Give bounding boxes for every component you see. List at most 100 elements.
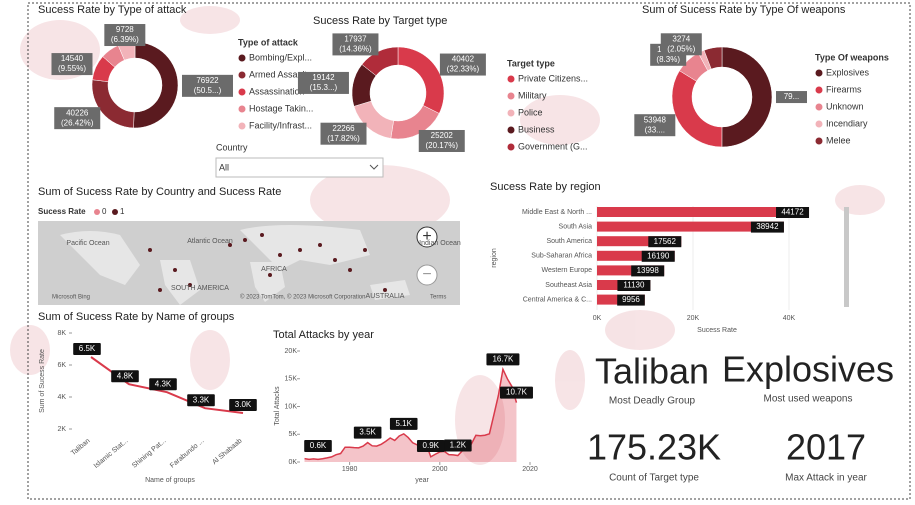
slicer-chevron[interactable] — [369, 164, 379, 170]
legend-label: 1 — [120, 207, 125, 216]
zoom-out-icon[interactable]: − — [422, 266, 431, 283]
data-label: 5.1K — [395, 419, 412, 428]
y-tick-label: 6K — [57, 362, 66, 369]
y-tick-label: Central America & C... — [523, 296, 592, 303]
legend-label: Firearms — [826, 84, 862, 94]
data-label-percent: (17.82%) — [327, 134, 360, 143]
legend-title: Type Of weapons — [815, 52, 889, 62]
zoom-in[interactable] — [416, 226, 438, 248]
data-label-bg — [416, 440, 445, 452]
legend-title: Target type — [507, 58, 555, 68]
data-label: 3.0K — [235, 400, 252, 409]
x-tick-label: 40K — [783, 315, 796, 322]
x-tick-label: Al Shabaab — [211, 438, 243, 467]
chart-title: Total Attacks by year — [273, 329, 374, 341]
y-tick-label: 8K — [57, 330, 66, 337]
data-label: 17562 — [654, 237, 677, 246]
map-area: + − — [38, 221, 460, 305]
data-label-bg — [187, 394, 215, 407]
legend-label: Private Citizens... — [518, 73, 588, 83]
chart-title: Sucess Rate by region — [490, 181, 601, 193]
card-label: Max Attack in year — [785, 473, 867, 484]
x-tick-label: 2000 — [432, 466, 448, 473]
slicer-value[interactable]: All — [219, 162, 229, 172]
y-tick-label: South Asia — [559, 223, 593, 230]
data-label-percent: (9.55%) — [58, 64, 86, 73]
data-label-bg — [439, 53, 486, 76]
data-label-percent: (8.3%) — [656, 55, 680, 64]
map-label: AFRICA — [261, 266, 287, 273]
data-label: 22266 — [332, 124, 355, 133]
legend-marker — [507, 75, 515, 83]
data-label-bg — [389, 417, 418, 430]
legend-label: 0 — [102, 207, 107, 216]
data-label: 38942 — [756, 222, 779, 231]
data-label-percent: (26.42%) — [61, 118, 94, 127]
y-tick-label: 10K — [285, 403, 298, 410]
data-label-bg — [750, 221, 784, 233]
data-label: 13998 — [637, 266, 660, 275]
data-label: 6.5K — [79, 344, 96, 353]
data-label: 16.7K — [492, 354, 514, 363]
data-label-bg — [486, 353, 520, 366]
legend-marker — [238, 122, 246, 130]
x-tick-label: Taliban — [70, 438, 92, 458]
legend-marker — [238, 88, 246, 96]
x-tick-label: Shining Pat... — [131, 438, 167, 470]
donut-slice — [397, 46, 445, 114]
data-label-percent: (50.5...) — [194, 86, 222, 95]
legend-marker — [507, 92, 515, 100]
data-label: 79... — [784, 92, 800, 101]
data-label-bg — [332, 33, 379, 56]
data-label-percent: (2.05%) — [667, 44, 695, 53]
y-tick-label: 0K — [288, 459, 297, 466]
slicer-dropdown[interactable] — [215, 157, 384, 178]
map-label: Indian Ocean — [419, 240, 461, 247]
legend-label: Unknown — [826, 101, 864, 111]
donut-slice — [721, 46, 773, 148]
data-label: 4.3K — [155, 379, 172, 388]
data-label: 3.3K — [193, 395, 210, 404]
bar — [597, 250, 675, 261]
data-label-bg — [320, 122, 367, 145]
donut-slice — [671, 70, 723, 148]
y-axis-title: Total Attacks — [274, 386, 281, 426]
zoom-in-icon[interactable]: + — [422, 228, 431, 245]
data-label-percent: (32.33%) — [447, 65, 480, 74]
data-label-bg — [418, 129, 465, 152]
legend-marker — [815, 120, 823, 128]
zoom-out[interactable] — [416, 264, 438, 286]
data-label-bg — [776, 91, 807, 104]
card-value: Explosives — [722, 349, 894, 390]
data-label: 1.2K — [450, 441, 467, 450]
y-tick-label: 2K — [57, 426, 66, 433]
map-terms: Terms — [430, 295, 446, 301]
data-label: 17937 — [344, 35, 367, 44]
dashboard-border — [27, 2, 911, 500]
x-tick-label: 2020 — [522, 466, 538, 473]
y-tick-label: 5K — [288, 431, 297, 438]
data-label: 4.8K — [117, 371, 134, 380]
legend-label: Incendiary — [826, 118, 868, 128]
map-label: AUSTRALIA — [366, 293, 405, 300]
x-axis-title: Sucess Rate — [697, 327, 737, 334]
background — [10, 6, 885, 465]
data-label-bg — [353, 426, 382, 439]
y-tick-label: Middle East & North ... — [522, 209, 592, 216]
y-tick-label: Western Europe — [542, 267, 593, 274]
x-axis-title: Name of groups — [145, 477, 195, 484]
bar — [597, 207, 810, 217]
data-label-bg — [149, 378, 177, 391]
map-provider: Microsoft Bing — [52, 295, 90, 301]
data-label-bg — [51, 53, 93, 76]
legend-label: Explosives — [826, 67, 870, 77]
area — [304, 369, 517, 462]
legend-label: Facility/Infrast... — [249, 120, 312, 130]
map-label: Pacific Ocean — [66, 240, 109, 247]
data-label-bg — [617, 280, 651, 291]
data-label: 19142 — [312, 73, 335, 82]
data-label-bg — [634, 114, 676, 137]
data-label-bg — [499, 386, 533, 399]
legend-label: Government (G... — [518, 141, 588, 151]
data-label-bg — [631, 265, 665, 277]
